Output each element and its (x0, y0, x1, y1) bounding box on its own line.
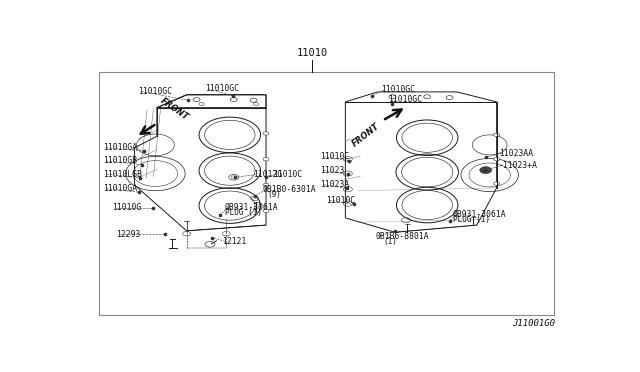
Text: 11010GA: 11010GA (103, 184, 137, 193)
Circle shape (263, 132, 269, 135)
Text: 11010: 11010 (296, 48, 328, 58)
Circle shape (263, 183, 269, 187)
Circle shape (493, 157, 500, 161)
Text: 11010GC: 11010GC (381, 86, 415, 94)
Text: FRONT: FRONT (158, 96, 190, 122)
Text: 11012G: 11012G (253, 170, 282, 179)
Text: 11023A: 11023A (320, 180, 349, 189)
Text: 12293: 12293 (116, 230, 140, 239)
Text: 11010GC: 11010GC (388, 95, 422, 104)
Text: 11010C: 11010C (326, 196, 355, 205)
Text: PLUG (1): PLUG (1) (453, 215, 490, 224)
Text: 11010GC: 11010GC (205, 84, 239, 93)
Text: (9): (9) (268, 190, 282, 199)
Text: -11023+A: -11023+A (499, 161, 538, 170)
Text: J11001G0: J11001G0 (512, 318, 555, 328)
Text: 11010GA: 11010GA (103, 143, 137, 152)
Circle shape (263, 209, 269, 212)
Text: 11010C: 11010C (320, 152, 349, 161)
Text: 0B931-3061A: 0B931-3061A (453, 210, 507, 219)
Circle shape (480, 167, 492, 173)
Text: 11010G: 11010G (112, 203, 141, 212)
Circle shape (263, 157, 269, 161)
Circle shape (493, 182, 500, 185)
Text: 11010C: 11010C (273, 170, 302, 179)
Text: 12121: 12121 (222, 237, 246, 246)
Text: 0B931-3061A: 0B931-3061A (225, 203, 278, 212)
Text: 11010LGB: 11010LGB (103, 170, 142, 179)
Text: 11010GB: 11010GB (103, 157, 137, 166)
Text: FRONT: FRONT (351, 122, 381, 149)
Text: 11023: 11023 (320, 166, 344, 175)
Text: 0B1B6-8801A: 0B1B6-8801A (375, 232, 429, 241)
Text: (1): (1) (383, 237, 397, 246)
Circle shape (493, 133, 500, 137)
Text: PLUG (1): PLUG (1) (225, 208, 262, 217)
Bar (99, 72, 554, 315)
Text: 0B1B0-6301A: 0B1B0-6301A (262, 185, 316, 194)
Text: 11010GC: 11010GC (138, 87, 173, 96)
Text: 11023AA: 11023AA (499, 149, 532, 158)
